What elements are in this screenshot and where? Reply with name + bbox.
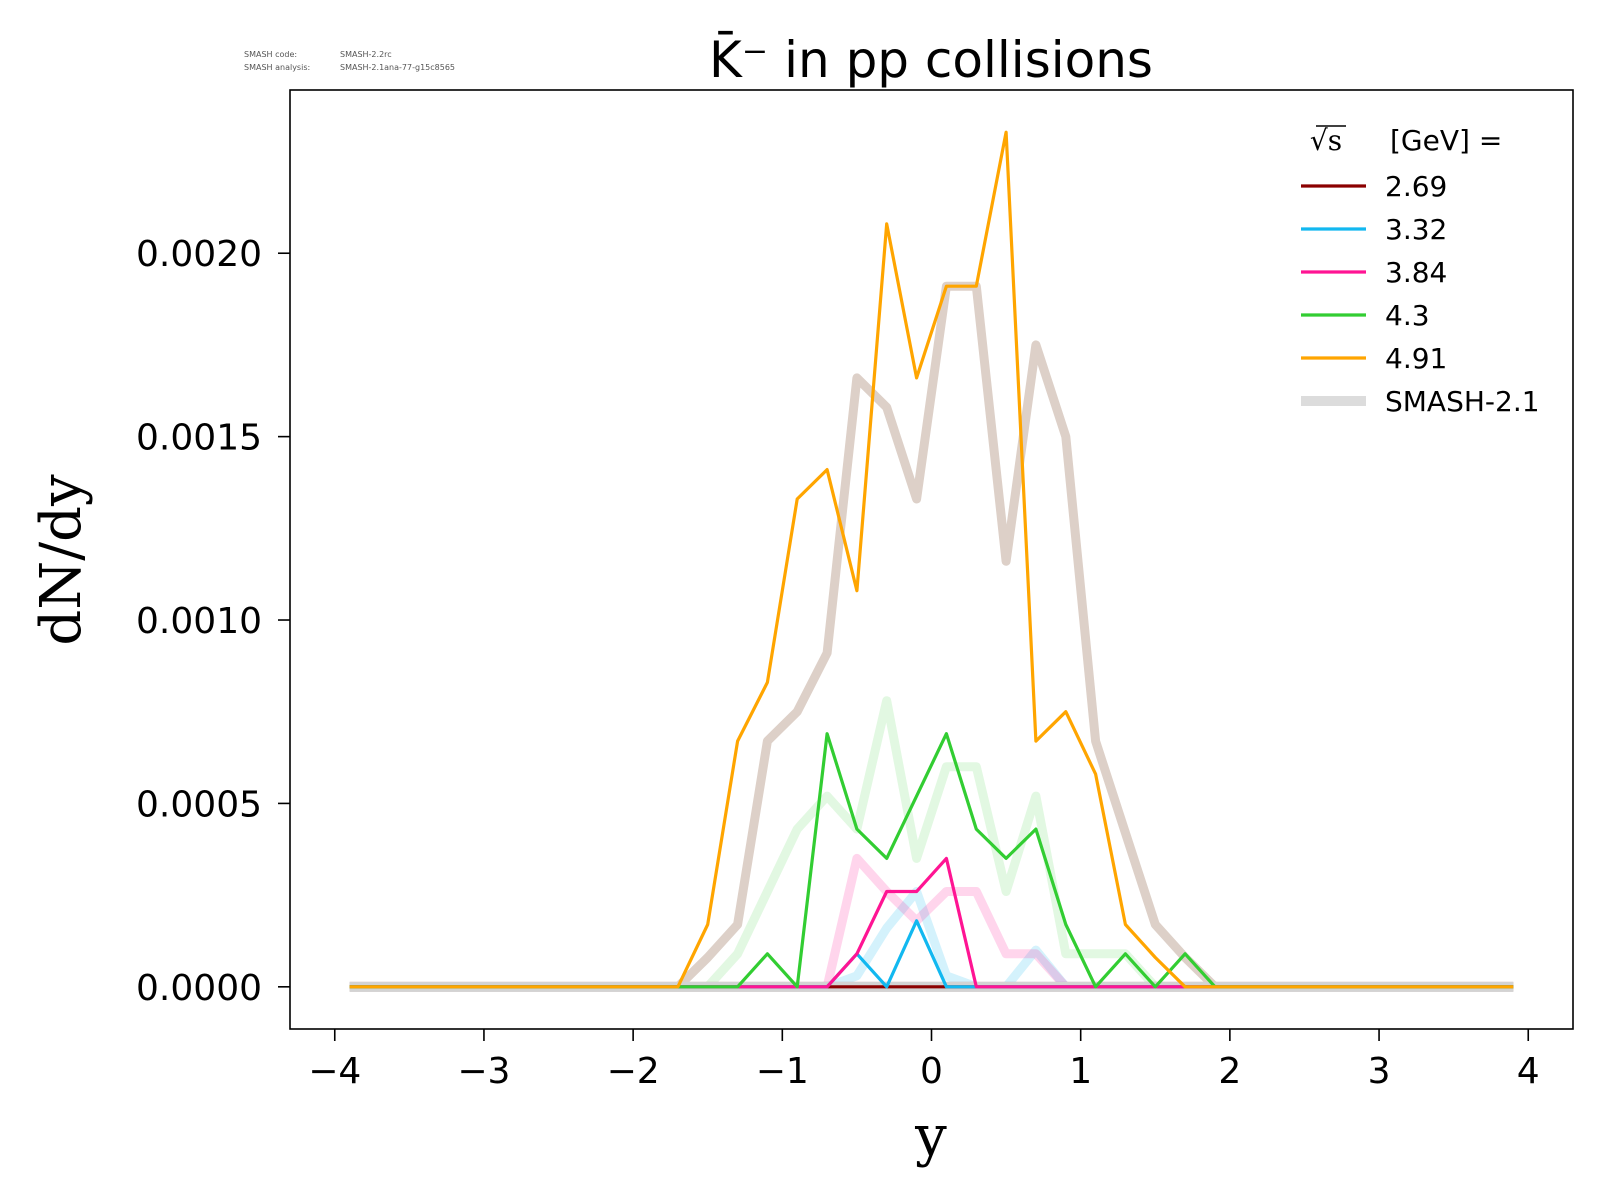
y-axis-label: dN/dy [29,474,94,646]
y-axis-ticks: 0.0000 0.0005 0.0010 0.0015 0.0020 [136,234,290,1009]
x-tick-label: 0 [920,1051,943,1092]
legend-title-sqrt-s: √s [1310,124,1342,157]
y-tick-label: 0.0015 [136,418,262,459]
smash-version-info: SMASH code: SMASH-2.2rc SMASH analysis: … [244,50,455,72]
x-tick-label: 1 [1069,1051,1092,1092]
legend-label: 4.91 [1385,342,1447,375]
series-layer [349,130,1514,989]
legend-label: 3.32 [1385,213,1447,246]
smash-analysis-label: SMASH analysis: [244,63,310,72]
y-tick-label: 0.0010 [136,601,262,642]
x-tick-label: 3 [1368,1051,1391,1092]
x-tick-label: −4 [308,1051,361,1092]
x-axis-ticks: −4 −3 −2 −1 0 1 2 3 4 [308,1029,1540,1092]
x-axis-label: y [914,1104,947,1169]
legend-label: SMASH-2.1 [1385,385,1540,418]
smash-code-value: SMASH-2.2rc [340,50,392,59]
legend-label: 3.84 [1385,256,1447,289]
legend-label: 2.69 [1385,170,1447,203]
x-tick-label: 4 [1517,1051,1540,1092]
x-tick-label: 2 [1218,1051,1241,1092]
legend-label: 4.3 [1385,299,1430,332]
series-line-3-84 [349,856,1514,989]
x-tick-label: −2 [607,1051,660,1092]
x-tick-label: −1 [756,1051,809,1092]
x-tick-label: −3 [457,1051,510,1092]
y-tick-label: 0.0005 [136,784,262,825]
y-tick-label: 0.0000 [136,968,262,1009]
legend-title-unit: [GeV] = [1390,124,1502,157]
chart-title: K̄⁻ in pp collisions [709,30,1153,89]
smash-analysis-value: SMASH-2.1ana-77-g15c8565 [340,63,455,72]
y-tick-label: 0.0020 [136,234,262,275]
legend: √s [GeV] = 2.69 3.32 3.84 4.3 4.91 SMASH-2.1 [1301,124,1540,418]
series-line-4-91 [349,130,1514,989]
series-line-4-3 [349,732,1514,989]
smash-code-label: SMASH code: [244,50,297,59]
